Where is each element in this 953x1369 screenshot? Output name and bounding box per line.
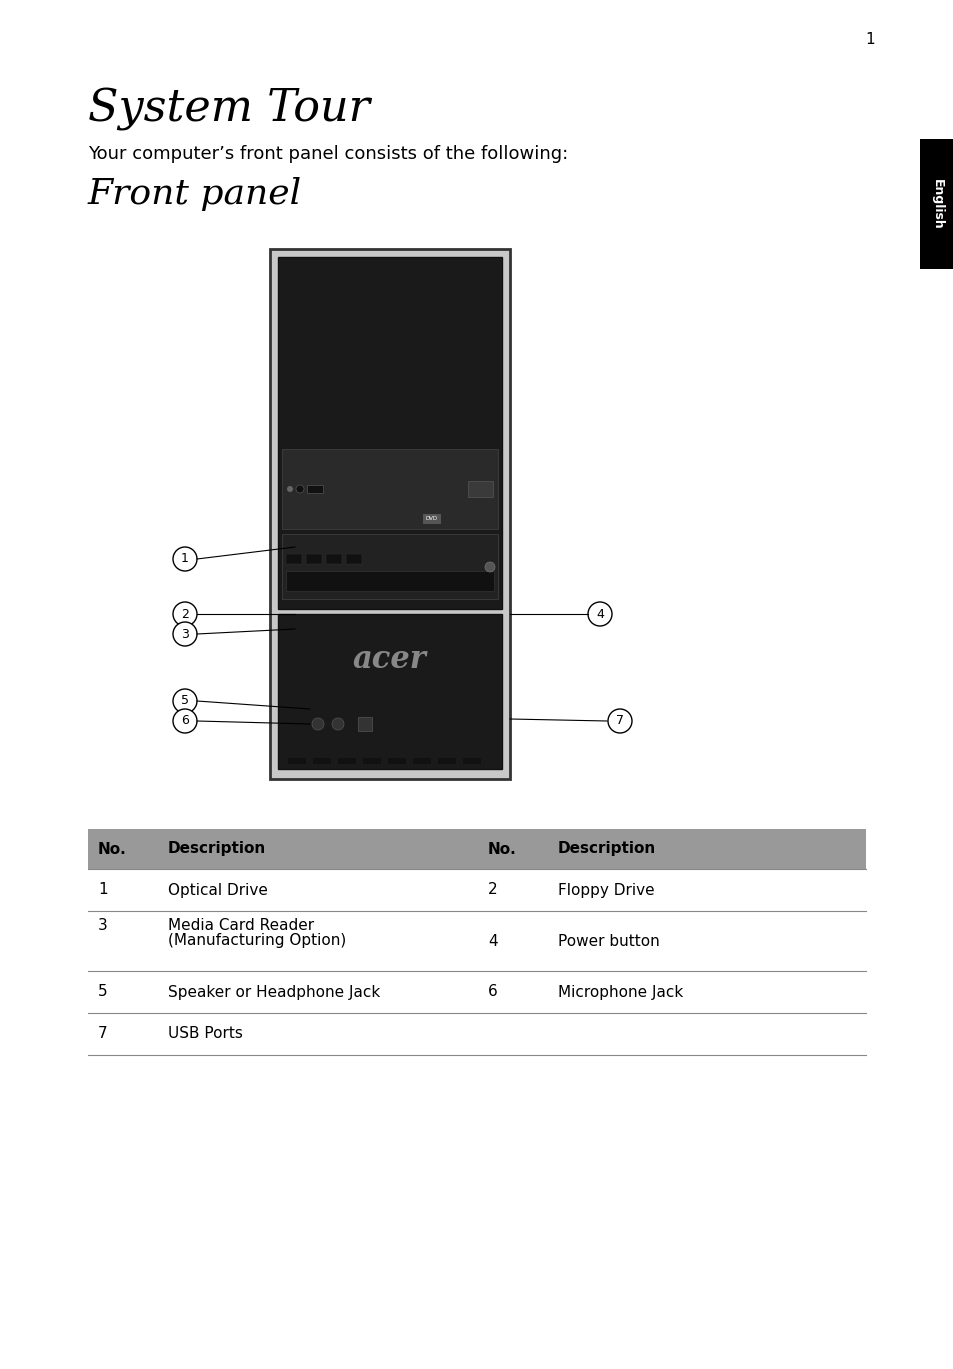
Text: 5: 5 [181,694,189,708]
Text: 2: 2 [181,608,189,620]
Text: Description: Description [168,842,266,857]
Text: Speaker or Headphone Jack: Speaker or Headphone Jack [168,984,380,999]
Text: No.: No. [98,842,127,857]
Text: 4: 4 [488,934,497,949]
Circle shape [295,485,304,493]
Bar [288,758,306,764]
Bar [306,554,322,564]
Bar [363,758,380,764]
Text: (Manufacturing Option): (Manufacturing Option) [168,934,346,949]
Text: USB Ports: USB Ports [168,1027,243,1042]
Text: DVD: DVD [425,516,437,522]
Bar [422,513,440,524]
Circle shape [287,486,293,491]
Circle shape [172,689,196,713]
Bar [282,534,497,600]
Bar [307,485,323,493]
Circle shape [607,709,631,732]
Circle shape [172,709,196,732]
Text: Power button: Power button [558,934,659,949]
Text: Front panel: Front panel [88,177,302,211]
Text: Optical Drive: Optical Drive [168,883,268,898]
Bar [468,481,493,497]
Text: Media Card Reader: Media Card Reader [168,917,314,932]
Bar [88,830,865,869]
Bar [337,758,355,764]
Text: 6: 6 [181,715,189,727]
Text: 3: 3 [98,917,108,932]
Bar [270,249,510,779]
Circle shape [172,602,196,626]
Text: Floppy Drive: Floppy Drive [558,883,654,898]
Bar [357,717,372,731]
Text: 1: 1 [98,883,108,898]
Bar [437,758,456,764]
Circle shape [332,717,344,730]
Text: 5: 5 [98,984,108,999]
Circle shape [312,717,324,730]
FancyBboxPatch shape [919,140,953,268]
Text: 3: 3 [181,627,189,641]
Bar [277,615,501,769]
Bar [286,571,494,591]
Bar [326,554,341,564]
Bar [346,554,361,564]
Circle shape [587,602,612,626]
Text: No.: No. [488,842,517,857]
Text: Your computer’s front panel consists of the following:: Your computer’s front panel consists of … [88,145,568,163]
Bar [277,257,501,609]
Text: System Tour: System Tour [88,88,370,130]
Bar [388,758,406,764]
Text: Microphone Jack: Microphone Jack [558,984,682,999]
Text: acer: acer [353,643,427,675]
Bar [282,449,497,528]
Text: 6: 6 [488,984,497,999]
Text: 7: 7 [98,1027,108,1042]
Text: 2: 2 [488,883,497,898]
Bar [313,758,331,764]
Text: 1: 1 [181,553,189,565]
Circle shape [484,563,495,572]
Text: 4: 4 [596,608,603,620]
Bar [462,758,480,764]
Text: Description: Description [558,842,656,857]
Text: 7: 7 [616,715,623,727]
Bar [413,758,431,764]
Circle shape [172,548,196,571]
Bar [286,554,302,564]
Text: English: English [929,178,943,230]
Text: 1: 1 [864,31,874,47]
Circle shape [172,622,196,646]
